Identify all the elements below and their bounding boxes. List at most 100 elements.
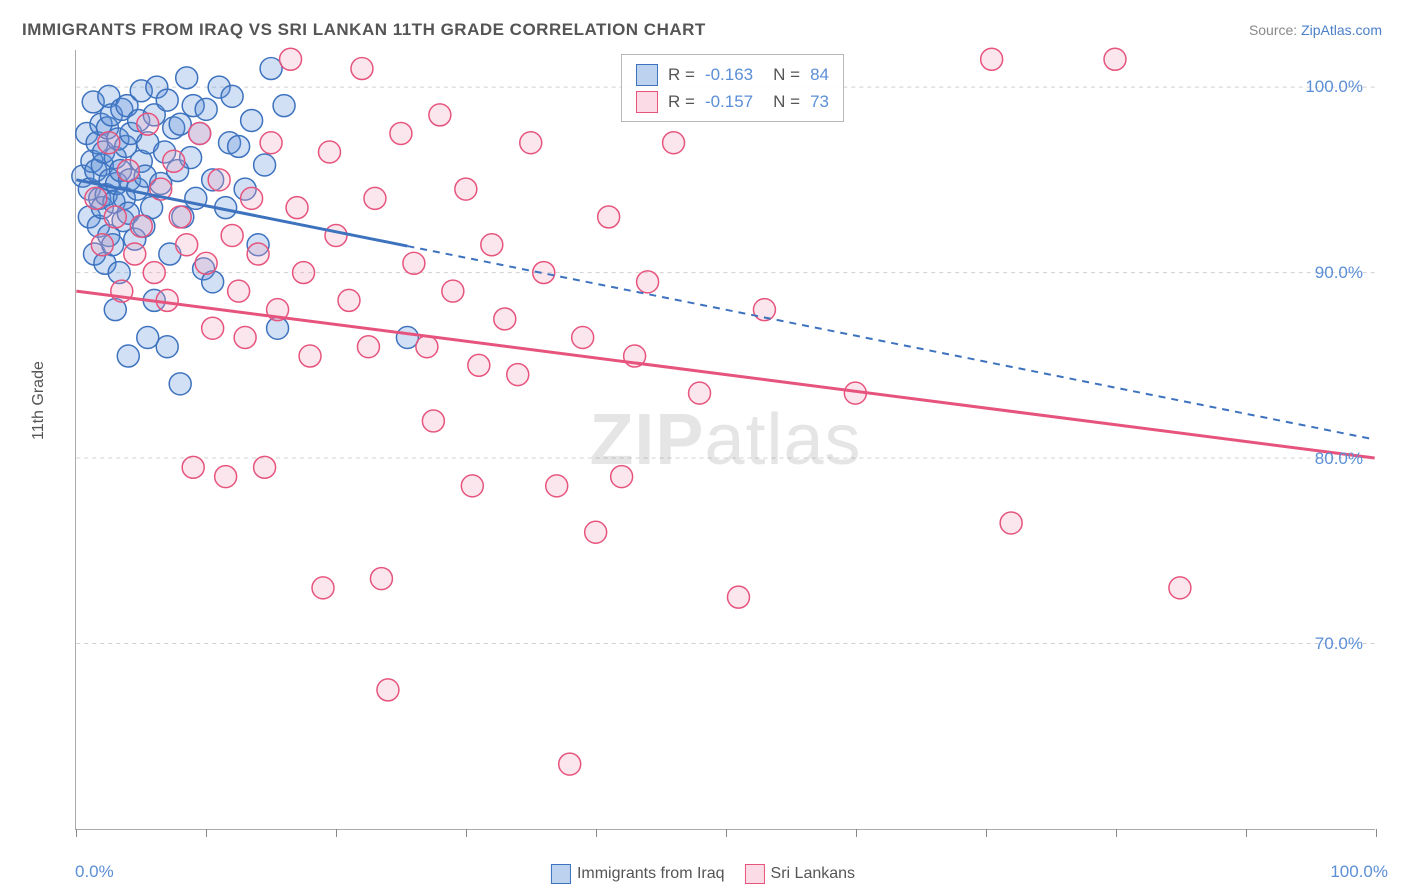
- scatter-point-srilankan: [91, 234, 113, 256]
- legend-swatch: [745, 864, 765, 884]
- x-tick: [466, 829, 467, 837]
- scatter-point-srilankan: [338, 289, 360, 311]
- chart-svg: [76, 50, 1375, 829]
- stat-n-label: N =: [773, 61, 800, 88]
- stat-legend-row: R =-0.157N =73: [636, 88, 829, 115]
- scatter-point-srilankan: [429, 104, 451, 126]
- chart-container: IMMIGRANTS FROM IRAQ VS SRI LANKAN 11TH …: [0, 0, 1406, 892]
- stat-r-value: -0.163: [705, 61, 753, 88]
- scatter-point-iraq: [241, 109, 263, 131]
- scatter-point-srilankan: [286, 197, 308, 219]
- legend-swatch: [551, 864, 571, 884]
- plot-area: ZIPatlas 70.0%80.0%90.0%100.0%: [75, 50, 1375, 830]
- legend-swatch: [636, 91, 658, 113]
- x-tick: [726, 829, 727, 837]
- scatter-point-srilankan: [176, 234, 198, 256]
- scatter-point-srilankan: [221, 224, 243, 246]
- y-tick-label: 80.0%: [1315, 449, 1363, 469]
- x-tick: [856, 829, 857, 837]
- x-tick-label-min: 0.0%: [75, 862, 114, 882]
- scatter-point-srilankan: [312, 577, 334, 599]
- x-tick: [76, 829, 77, 837]
- x-tick: [336, 829, 337, 837]
- scatter-point-srilankan: [280, 48, 302, 70]
- stat-r-value: -0.157: [705, 88, 753, 115]
- x-tick: [1116, 829, 1117, 837]
- chart-title: IMMIGRANTS FROM IRAQ VS SRI LANKAN 11TH …: [22, 20, 706, 40]
- scatter-point-srilankan: [364, 187, 386, 209]
- scatter-point-srilankan: [241, 187, 263, 209]
- scatter-point-srilankan: [546, 475, 568, 497]
- stat-legend: R =-0.163N =84R =-0.157N =73: [621, 54, 844, 122]
- scatter-point-srilankan: [130, 215, 152, 237]
- scatter-point-srilankan: [98, 132, 120, 154]
- scatter-point-srilankan: [422, 410, 444, 432]
- scatter-point-srilankan: [461, 475, 483, 497]
- scatter-point-srilankan: [585, 521, 607, 543]
- scatter-point-iraq: [396, 327, 418, 349]
- x-tick-label-max: 100.0%: [1330, 862, 1388, 882]
- stat-n-value: 73: [810, 88, 829, 115]
- scatter-point-iraq: [260, 58, 282, 80]
- x-tick: [986, 829, 987, 837]
- scatter-point-srilankan: [234, 327, 256, 349]
- scatter-point-srilankan: [215, 466, 237, 488]
- scatter-point-srilankan: [689, 382, 711, 404]
- regression-line-srilankan: [76, 291, 1374, 458]
- scatter-point-srilankan: [507, 364, 529, 386]
- scatter-point-iraq: [273, 95, 295, 117]
- scatter-point-srilankan: [254, 456, 276, 478]
- scatter-point-srilankan: [1000, 512, 1022, 534]
- scatter-point-srilankan: [260, 132, 282, 154]
- scatter-point-srilankan: [169, 206, 191, 228]
- scatter-point-iraq: [169, 113, 191, 135]
- scatter-point-srilankan: [124, 243, 146, 265]
- scatter-point-iraq: [195, 98, 217, 120]
- scatter-point-srilankan: [117, 160, 139, 182]
- scatter-point-srilankan: [468, 354, 490, 376]
- scatter-point-iraq: [137, 327, 159, 349]
- scatter-point-srilankan: [247, 243, 269, 265]
- scatter-point-srilankan: [442, 280, 464, 302]
- source-link[interactable]: ZipAtlas.com: [1301, 22, 1382, 38]
- scatter-point-srilankan: [208, 169, 230, 191]
- scatter-point-srilankan: [390, 122, 412, 144]
- stat-n-value: 84: [810, 61, 829, 88]
- scatter-point-srilankan: [325, 224, 347, 246]
- y-axis-label: 11th Grade: [30, 361, 48, 440]
- scatter-point-srilankan: [494, 308, 516, 330]
- scatter-point-srilankan: [370, 568, 392, 590]
- scatter-point-srilankan: [727, 586, 749, 608]
- scatter-point-srilankan: [598, 206, 620, 228]
- scatter-point-iraq: [221, 85, 243, 107]
- scatter-point-iraq: [169, 373, 191, 395]
- scatter-point-iraq: [254, 154, 276, 176]
- scatter-point-srilankan: [377, 679, 399, 701]
- scatter-point-srilankan: [182, 456, 204, 478]
- scatter-point-srilankan: [293, 262, 315, 284]
- x-tick: [1246, 829, 1247, 837]
- scatter-point-srilankan: [143, 262, 165, 284]
- scatter-point-srilankan: [104, 206, 126, 228]
- legend-label: Sri Lankans: [771, 865, 856, 882]
- scatter-point-srilankan: [1169, 577, 1191, 599]
- scatter-point-srilankan: [195, 252, 217, 274]
- stat-legend-row: R =-0.163N =84: [636, 61, 829, 88]
- scatter-point-srilankan: [637, 271, 659, 293]
- scatter-point-srilankan: [351, 58, 373, 80]
- scatter-point-srilankan: [299, 345, 321, 367]
- source-attribution: Source: ZipAtlas.com: [1249, 22, 1382, 38]
- scatter-point-srilankan: [85, 187, 107, 209]
- scatter-point-srilankan: [403, 252, 425, 274]
- scatter-point-srilankan: [189, 122, 211, 144]
- bottom-legend-item: Immigrants from Iraq: [551, 864, 725, 884]
- scatter-point-srilankan: [202, 317, 224, 339]
- scatter-point-srilankan: [981, 48, 1003, 70]
- scatter-point-srilankan: [572, 327, 594, 349]
- scatter-point-iraq: [156, 89, 178, 111]
- scatter-point-srilankan: [663, 132, 685, 154]
- scatter-point-iraq: [156, 336, 178, 358]
- stat-n-label: N =: [773, 88, 800, 115]
- scatter-point-srilankan: [416, 336, 438, 358]
- y-tick-label: 90.0%: [1315, 263, 1363, 283]
